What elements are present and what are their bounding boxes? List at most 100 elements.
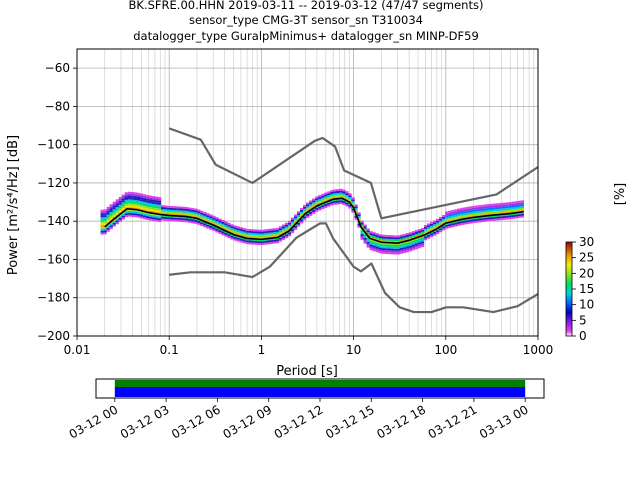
heatmap-cell [173,213,177,216]
heatmap-cell [203,223,207,226]
heatmap-cell [345,204,349,207]
heatmap-cell [499,216,503,219]
heatmap-cell [372,234,376,237]
heatmap-cell [384,244,388,247]
heatmap-cell [112,203,116,206]
heatmap-cell [254,235,258,238]
heatmap-cell [463,211,467,214]
heatmap-cell [112,205,116,208]
heatmap-cell [466,212,470,215]
heatmap-cell [451,210,455,212]
heatmap-cell [191,215,195,218]
heatmap-cell [170,211,174,214]
heatmap-cell [139,195,144,198]
heatmap-cell [514,203,518,206]
heatmap-cell [142,201,147,204]
heatmap-cell [127,191,131,194]
heatmap-cell [481,206,485,209]
heatmap-cell [448,222,452,225]
heatmap-cell [272,239,277,242]
heatmap-cell [493,203,497,206]
heatmap-cell [306,213,310,216]
heatmap-cell [417,236,422,239]
heatmap-cell [263,229,267,232]
heatmap-cell [151,201,156,204]
heatmap-cell [133,215,138,218]
heatmap-cell [469,217,473,220]
heatmap-cell [433,220,437,223]
heatmap-cell [245,238,249,241]
heatmap-cell [469,214,473,216]
heatmap-cell [224,225,228,228]
heatmap-cell [411,240,416,243]
heatmap-cell [188,215,192,218]
heatmap-cell [327,200,331,203]
heatmap-cell [408,241,413,244]
heatmap-cell [487,219,491,222]
timeline-tick-label: 03-12 03 [118,402,172,441]
heatmap-cell [148,210,153,213]
heatmap-cell [417,232,422,235]
heatmap-cell [269,232,274,235]
heatmap-cell [363,237,367,240]
heatmap-cell [164,207,168,210]
heatmap-cell [336,192,340,195]
heatmap-cell [130,205,134,208]
heatmap-cell [426,231,431,234]
heatmap-cell [130,197,134,200]
heatmap-cell [230,224,234,227]
heatmap-cell [336,194,340,197]
heatmap-cell [118,219,122,222]
heatmap-cell [472,219,476,222]
heatmap-cell [324,204,328,206]
heatmap-cell [390,244,394,247]
heatmap-cell [281,224,286,227]
heatmap-cell [221,227,225,230]
heatmap-cell [139,197,144,200]
heatmap-cell [345,198,349,201]
heatmap-cell [257,235,261,238]
heatmap-cell [281,237,286,240]
heatmap-cell [439,226,443,229]
heatmap-cell [170,215,174,218]
heatmap-cell [300,208,304,210]
heatmap-cell [224,223,228,226]
heatmap-cell [369,238,373,241]
y-tick-label: −100 [37,138,70,152]
heatmap-cell [100,225,104,227]
heatmap-cell [466,216,470,219]
heatmap-cell [275,241,280,244]
heatmap-cell [490,215,494,218]
heatmap-cell [487,209,491,212]
heatmap-cell [188,209,192,212]
heatmap-cell [375,248,379,251]
heatmap-cell [297,224,301,227]
heatmap-cell [420,229,425,232]
heatmap-cell [145,200,150,203]
heatmap-cell [517,202,521,205]
heatmap-cell [354,217,358,220]
heatmap-cell [451,223,455,226]
heatmap-cell [278,235,283,238]
heatmap-cell [251,240,255,243]
heatmap-cell [439,228,443,231]
heatmap-cell [505,210,509,212]
heatmap-cell [327,202,331,205]
heatmap-cell [157,220,162,223]
heatmap-cell [242,231,246,234]
colorbar-tick-label: 30 [579,235,594,249]
heatmap-cell [103,228,107,231]
heatmap-cell [396,244,400,247]
heatmap-cell [257,243,261,245]
heatmap-cell [145,198,150,201]
heatmap-cell [167,215,171,218]
heatmap-cell [502,202,506,205]
heatmap-cell [194,208,198,211]
heatmap-cell [466,206,470,209]
heatmap-cell [257,231,261,234]
heatmap-cell [218,230,222,233]
heatmap-cell [263,240,267,243]
heatmap-cell [339,202,343,205]
heatmap-cell [130,193,134,196]
heatmap-cell [148,201,153,204]
